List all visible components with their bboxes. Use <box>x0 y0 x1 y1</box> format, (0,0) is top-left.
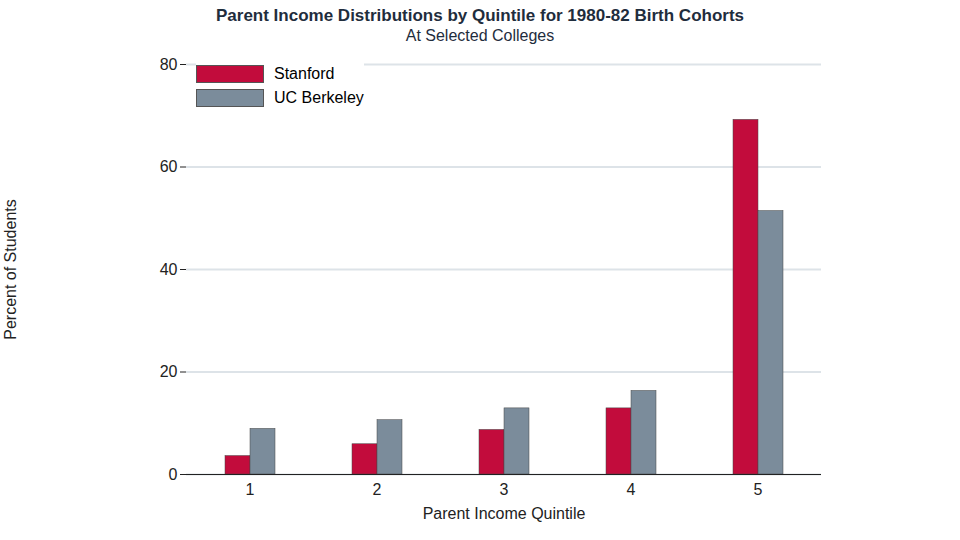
svg-text:4: 4 <box>627 481 636 498</box>
svg-text:3: 3 <box>500 481 509 498</box>
svg-text:80: 80 <box>160 56 178 73</box>
svg-text:40: 40 <box>160 261 178 278</box>
html-text:Stanford: Stanford <box>274 65 335 82</box>
svg-text:0: 0 <box>169 466 178 483</box>
svg-text:2: 2 <box>373 481 382 498</box>
svg-text:20: 20 <box>160 363 178 380</box>
html-text:At Selected Colleges: At Selected Colleges <box>405 27 555 44</box>
svg-text:60: 60 <box>160 158 178 175</box>
html-text:UC Berkeley: UC Berkeley <box>274 89 364 106</box>
svg-text:Percent of Students: Percent of Students <box>2 199 19 340</box>
html-text:Parent Income Distributions by: Parent Income Distributions by Quintile … <box>216 6 744 25</box>
svg-text:5: 5 <box>754 481 763 498</box>
svg-text:1: 1 <box>246 481 255 498</box>
svg-text:Parent Income Quintile: Parent Income Quintile <box>423 505 586 522</box>
